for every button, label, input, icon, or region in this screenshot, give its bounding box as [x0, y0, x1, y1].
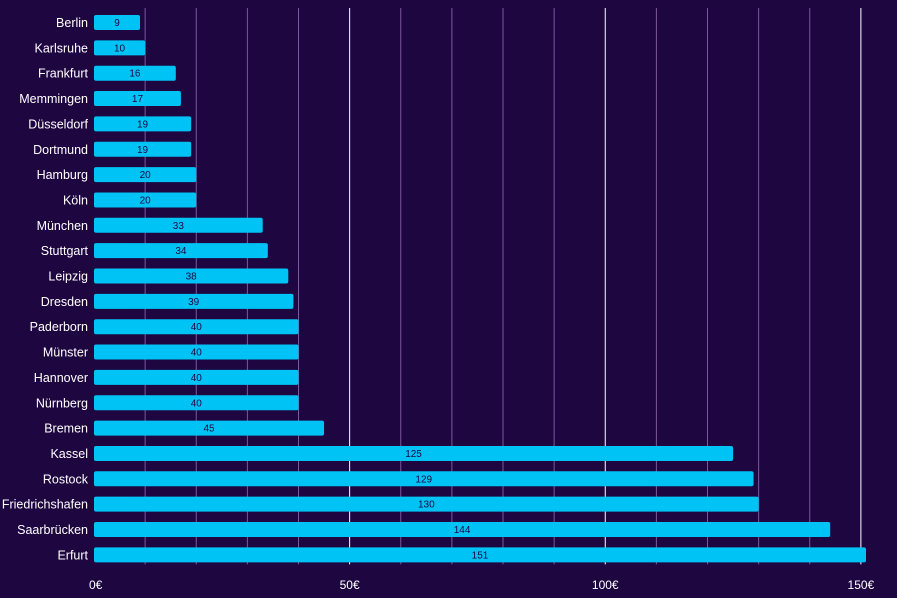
bar — [94, 420, 325, 436]
data-label: 38 — [186, 272, 198, 283]
category-label: Düsseldorf — [28, 117, 88, 131]
data-label: 39 — [188, 297, 200, 308]
category-label: Dresden — [41, 295, 88, 309]
data-label: 40 — [191, 348, 203, 359]
bar — [94, 445, 734, 461]
bar — [94, 522, 831, 537]
data-label: 130 — [418, 500, 435, 511]
category-label: Rostock — [43, 472, 89, 486]
bar — [94, 167, 197, 183]
category-label: Erfurt — [57, 548, 88, 562]
data-label: 125 — [405, 449, 422, 460]
category-labels: Berlin Karlsruhe Frankfurt Memmingen Düsseld… — [2, 16, 89, 562]
x-tick-label: 100€ — [592, 578, 619, 592]
category-label: Leipzig — [48, 270, 88, 284]
category-label: Bremen — [44, 422, 88, 436]
bar — [94, 344, 299, 360]
data-label: 20 — [140, 195, 152, 206]
bar — [94, 243, 268, 259]
category-label: Stuttgart — [41, 244, 89, 258]
category-label: Kassel — [50, 447, 88, 461]
category-label: Berlin — [56, 16, 88, 30]
category-label: Memmingen — [19, 92, 88, 106]
x-tick-label: 50€ — [340, 578, 360, 592]
bar — [94, 141, 192, 157]
category-label: Hannover — [34, 371, 88, 385]
bar — [94, 15, 141, 30]
data-label: 10 — [114, 43, 126, 54]
bar — [94, 369, 299, 385]
data-label: 17 — [132, 94, 144, 105]
data-label: 40 — [191, 373, 203, 384]
bars: 9 10 16 17 19 19 20 20 33 34 38 39 40 40 40 40 45 125 129 1… — [94, 15, 866, 563]
category-label: Friedrichshafen — [2, 498, 88, 512]
data-label: 19 — [137, 119, 149, 130]
category-label: Hamburg — [37, 168, 88, 182]
category-label: München — [37, 219, 88, 233]
bar — [94, 395, 299, 411]
bar — [94, 293, 294, 309]
bar — [94, 192, 197, 208]
data-label: 9 — [114, 18, 120, 29]
category-label: Karlsruhe — [35, 41, 89, 55]
category-label: Münster — [43, 346, 88, 360]
category-label: Köln — [63, 193, 88, 207]
data-label: 129 — [415, 474, 432, 485]
data-label: 20 — [140, 170, 152, 181]
bar — [94, 40, 146, 56]
data-label: 34 — [175, 246, 187, 257]
bar — [94, 319, 299, 335]
x-tick-label: 150€ — [848, 578, 875, 592]
bar — [94, 65, 176, 81]
bar — [94, 496, 759, 512]
data-label: 151 — [472, 550, 489, 561]
bar — [94, 91, 181, 107]
data-label: 16 — [129, 69, 141, 80]
category-label: Saarbrücken — [17, 523, 88, 537]
data-label: 19 — [137, 145, 149, 156]
bar — [94, 217, 263, 233]
category-label: Nürnberg — [36, 396, 88, 410]
category-label: Frankfurt — [38, 67, 89, 81]
bar — [94, 471, 754, 487]
x-axis-ticks: 0€ 50€ 100€ 150€ — [89, 578, 875, 592]
bar — [94, 547, 866, 563]
bar — [94, 268, 289, 284]
data-label: 144 — [454, 525, 471, 536]
category-label: Paderborn — [30, 320, 88, 334]
data-label: 40 — [191, 322, 203, 333]
data-label: 40 — [191, 398, 203, 409]
data-label: 45 — [203, 424, 215, 435]
x-tick-label: 0€ — [89, 578, 103, 592]
bar — [94, 116, 192, 132]
data-label: 33 — [173, 221, 185, 232]
category-label: Dortmund — [33, 143, 88, 157]
